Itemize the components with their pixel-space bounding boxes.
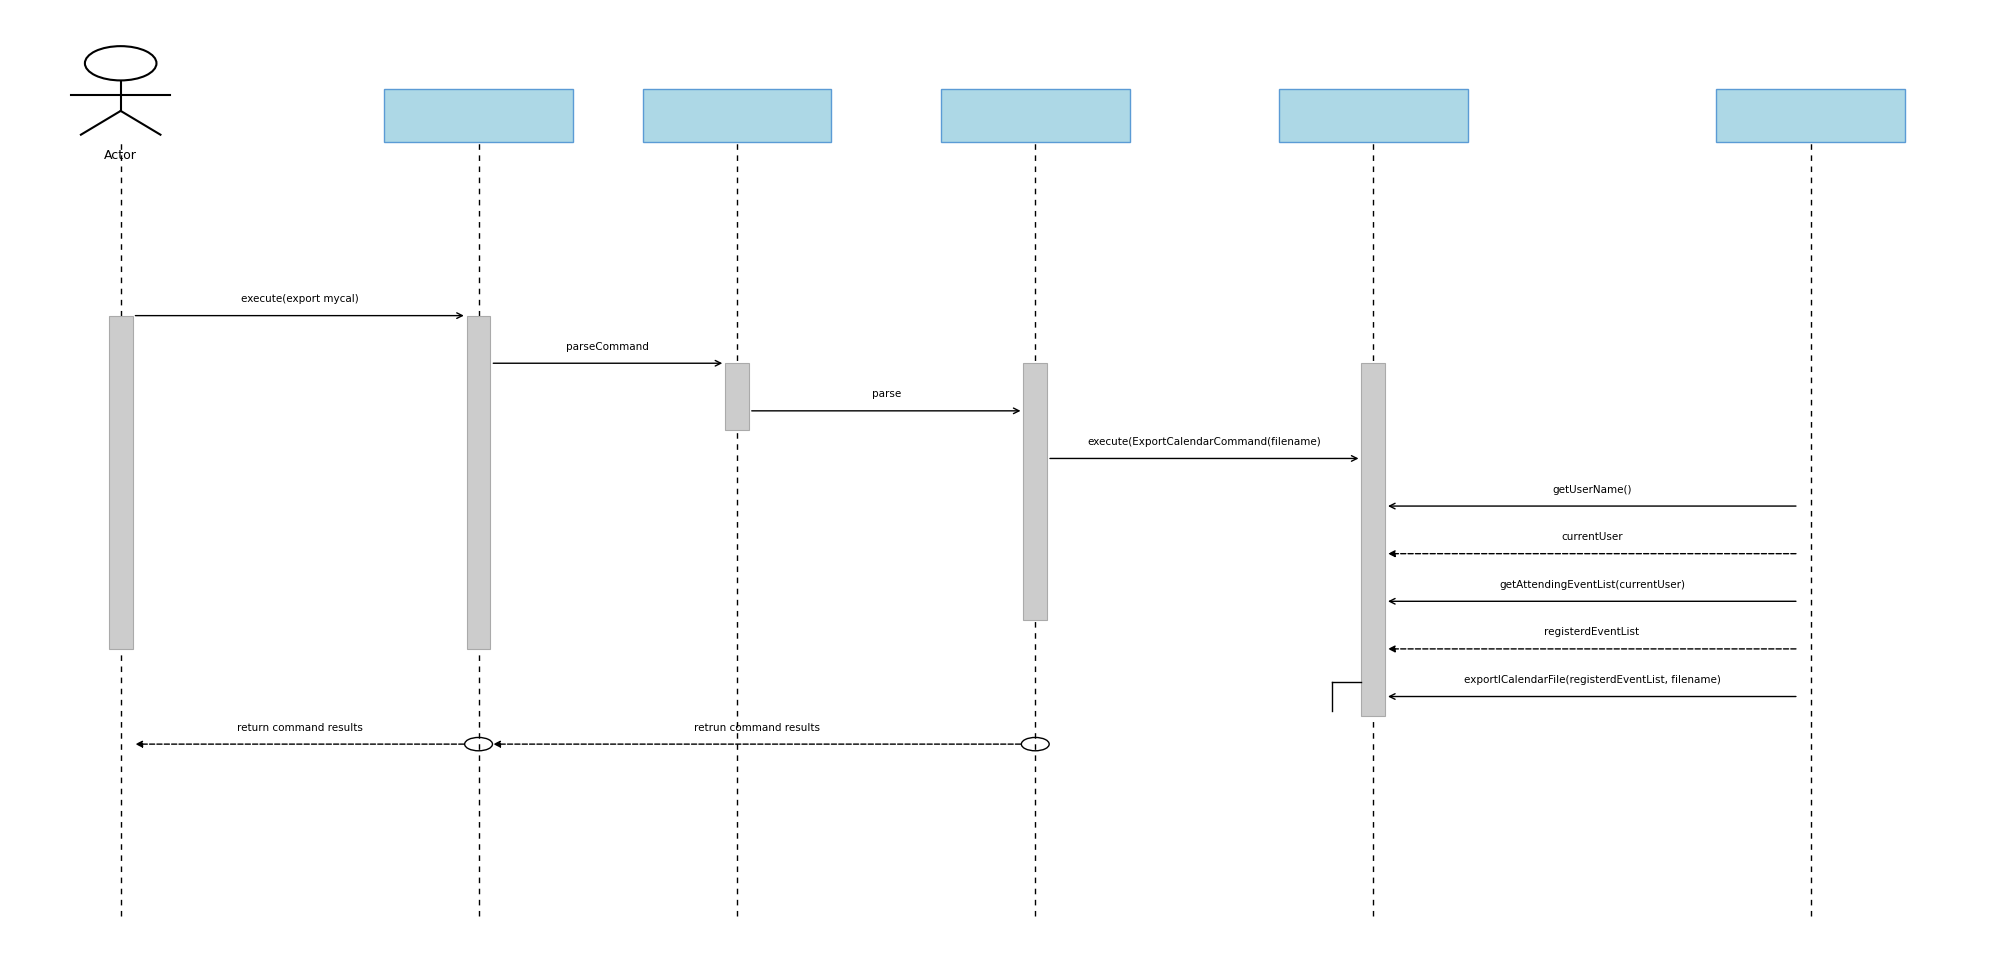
FancyBboxPatch shape — [942, 90, 1129, 142]
Bar — [1023, 363, 1047, 621]
Text: :EventMaManagerParser: :EventMaManagerParser — [673, 111, 800, 120]
Text: getAttendingEventList(currentUser): getAttendingEventList(currentUser) — [1499, 580, 1684, 590]
FancyBboxPatch shape — [1716, 90, 1905, 142]
Bar — [110, 315, 133, 648]
FancyBboxPatch shape — [384, 90, 573, 142]
Text: execute(export mycal): execute(export mycal) — [241, 294, 358, 305]
Text: registerdEventList: registerdEventList — [1545, 627, 1639, 638]
Text: parse: parse — [872, 390, 900, 399]
Bar — [725, 363, 749, 430]
Text: :ExportCalendarCommand: :ExportCalendarCommand — [1304, 111, 1441, 120]
Bar — [466, 315, 490, 648]
Text: :ExportCalendarCommandParser: :ExportCalendarCommandParser — [950, 111, 1121, 120]
Text: execute(ExportCalendarCommand(filename): execute(ExportCalendarCommand(filename) — [1087, 437, 1322, 447]
Text: :LogicManager: :LogicManager — [440, 111, 518, 120]
Text: currentUser: currentUser — [1561, 532, 1623, 542]
Text: return command results: return command results — [237, 723, 362, 732]
Text: exportICalendarFile(registerdEventList, filename): exportICalendarFile(registerdEventList, … — [1463, 675, 1720, 685]
FancyBboxPatch shape — [1278, 90, 1467, 142]
Bar — [1362, 363, 1386, 715]
FancyBboxPatch shape — [643, 90, 832, 142]
Text: parseCommand: parseCommand — [565, 342, 649, 351]
Text: :Model: :Model — [1794, 111, 1828, 120]
Text: retrun command results: retrun command results — [695, 723, 820, 732]
Text: Actor: Actor — [104, 149, 137, 162]
Text: getUserName(): getUserName() — [1553, 484, 1633, 495]
